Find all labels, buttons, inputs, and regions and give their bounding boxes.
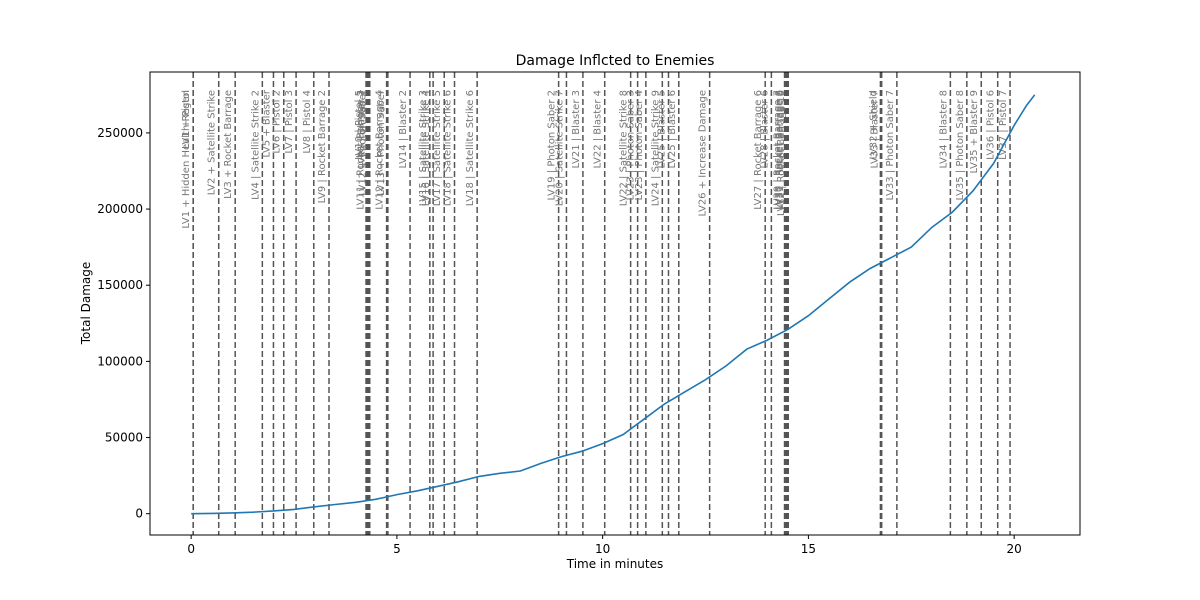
annotation-label: LV14 | Blaster 2	[398, 90, 409, 168]
plot-frame	[149, 71, 1081, 536]
annotation-label: LV25 | Blaster 5	[656, 90, 667, 168]
annotation-label: LV16 | Satellite Strike 4	[421, 90, 432, 206]
annotation-label: LV10 | Pistol 5	[354, 90, 365, 160]
annotation-label: LV11 | Blaster 2	[357, 90, 368, 168]
annotation-label: LV20 | Satellite Strike 7	[554, 90, 565, 206]
y-tick-label: 150000	[97, 278, 143, 292]
y-tick-label: 200000	[97, 202, 143, 216]
annotation-label: LV25 | Blaster 6	[667, 90, 678, 168]
annotation-label: LV5 + Blaster	[261, 89, 272, 157]
annotation-label: LV34 | Blaster 8	[938, 90, 949, 168]
annotation-label: LV33 | Blaster 7	[870, 90, 881, 168]
annotation-label: LV3 + Rocket Barrage	[223, 90, 234, 199]
annotation-label: LV27 | Rocket Barrage 6	[753, 90, 764, 210]
x-axis-label: Time in minutes	[566, 557, 664, 571]
y-tick-label: 100000	[97, 354, 143, 368]
annotation-label: LV22 | Satellite Strike 8	[619, 90, 630, 206]
damage-series-line	[191, 94, 1036, 515]
annotation-label: LV28 | Blaster 6	[759, 90, 770, 168]
annotation-label: LV15 | Satellite Strike 3	[418, 90, 429, 206]
y-tick-label: 0	[135, 507, 143, 521]
annotation-label: LV1 + Hidden Health Regen	[181, 90, 192, 229]
x-axis: 0 5 10 15 20	[187, 535, 1022, 556]
annotation-label: LV26 + Increase Damage	[698, 90, 709, 216]
x-tick-label: 5	[393, 542, 401, 556]
annotation-label: LV8 | Pistol 4	[302, 90, 313, 154]
x-tick-label: 0	[187, 542, 195, 556]
annotation-label: LV4 | Satellite Strike 2	[250, 90, 261, 200]
annotation-label: LV23 | Photon Saber 3	[626, 90, 637, 200]
annotation-label: LV18 | Satellite Strike 6	[443, 90, 454, 206]
annotation-label: LV36 | Pistol 6	[986, 90, 997, 160]
y-tick-label: 250000	[97, 126, 143, 140]
annotation-label: LV30 | Rocket Barrage 8	[774, 90, 785, 210]
y-axis: 0 50000 100000 150000 200000 250000	[97, 126, 150, 521]
annotation-label: LV19 | Photon Saber 2	[547, 90, 558, 200]
annotation-label: LV33 | Photon Saber 7	[885, 90, 896, 200]
annotation-label: LV22 | Blaster 4	[593, 90, 604, 168]
annotation-label: LV11 | Rocket Barrage 3	[355, 90, 366, 210]
annotation-label: LV17 | Satellite Strike 5	[432, 90, 443, 206]
y-axis-label: Total Damage	[79, 262, 93, 345]
annotation-label: LV31 | Rocket Barrage 9	[775, 90, 786, 210]
annotation-label: LV21 | Blaster 3	[571, 90, 582, 168]
annotation-label: LV9 | Rocket Barrage 2	[317, 90, 328, 203]
annotation-label: LV24 | Satellite Strike 9	[650, 90, 661, 206]
annotation-label: LV32 | Rocket Barrage 10	[776, 90, 787, 216]
annotation-label: LV6 | Pistol 2	[272, 90, 283, 154]
series-layer	[191, 94, 1036, 515]
annotation-label: LV29 | Rocket Barrage 7	[773, 90, 784, 210]
x-tick-label: 20	[1007, 542, 1022, 556]
annotation-label: LV12 + Photon Saber	[358, 89, 369, 196]
annotation-label: LV13 + Photon Saber	[376, 89, 387, 196]
y-tick-label: 50000	[105, 431, 143, 445]
annotation-label: LV2 + Satellite Strike	[207, 90, 218, 195]
annotation-label: LV23 | Photon Saber 4	[634, 90, 645, 200]
annotation-label: LV12 | Rocket Barrage 4	[375, 90, 386, 210]
annotation-label: LV7 | Pistol 3	[284, 90, 295, 154]
x-tick-label: 15	[801, 542, 816, 556]
annotation-label: LV18 | Satellite Strike 6	[465, 90, 476, 206]
chart-title: Damage Inflcted to Enemies	[516, 53, 715, 69]
annotation-label: LV37 | Pistol 7	[998, 90, 1009, 160]
x-tick-label: 10	[595, 542, 610, 556]
annotation-label: LV35 + Blaster 9	[969, 90, 980, 173]
annotation-label: LV35 | Photon Saber 8	[955, 90, 966, 200]
annotation-label: LV1 + Pistol	[181, 90, 192, 149]
annotation-label: LV32 + Shield	[868, 90, 879, 160]
